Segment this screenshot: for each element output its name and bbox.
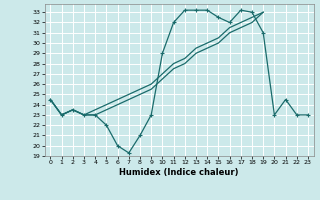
X-axis label: Humidex (Indice chaleur): Humidex (Indice chaleur) <box>119 168 239 177</box>
